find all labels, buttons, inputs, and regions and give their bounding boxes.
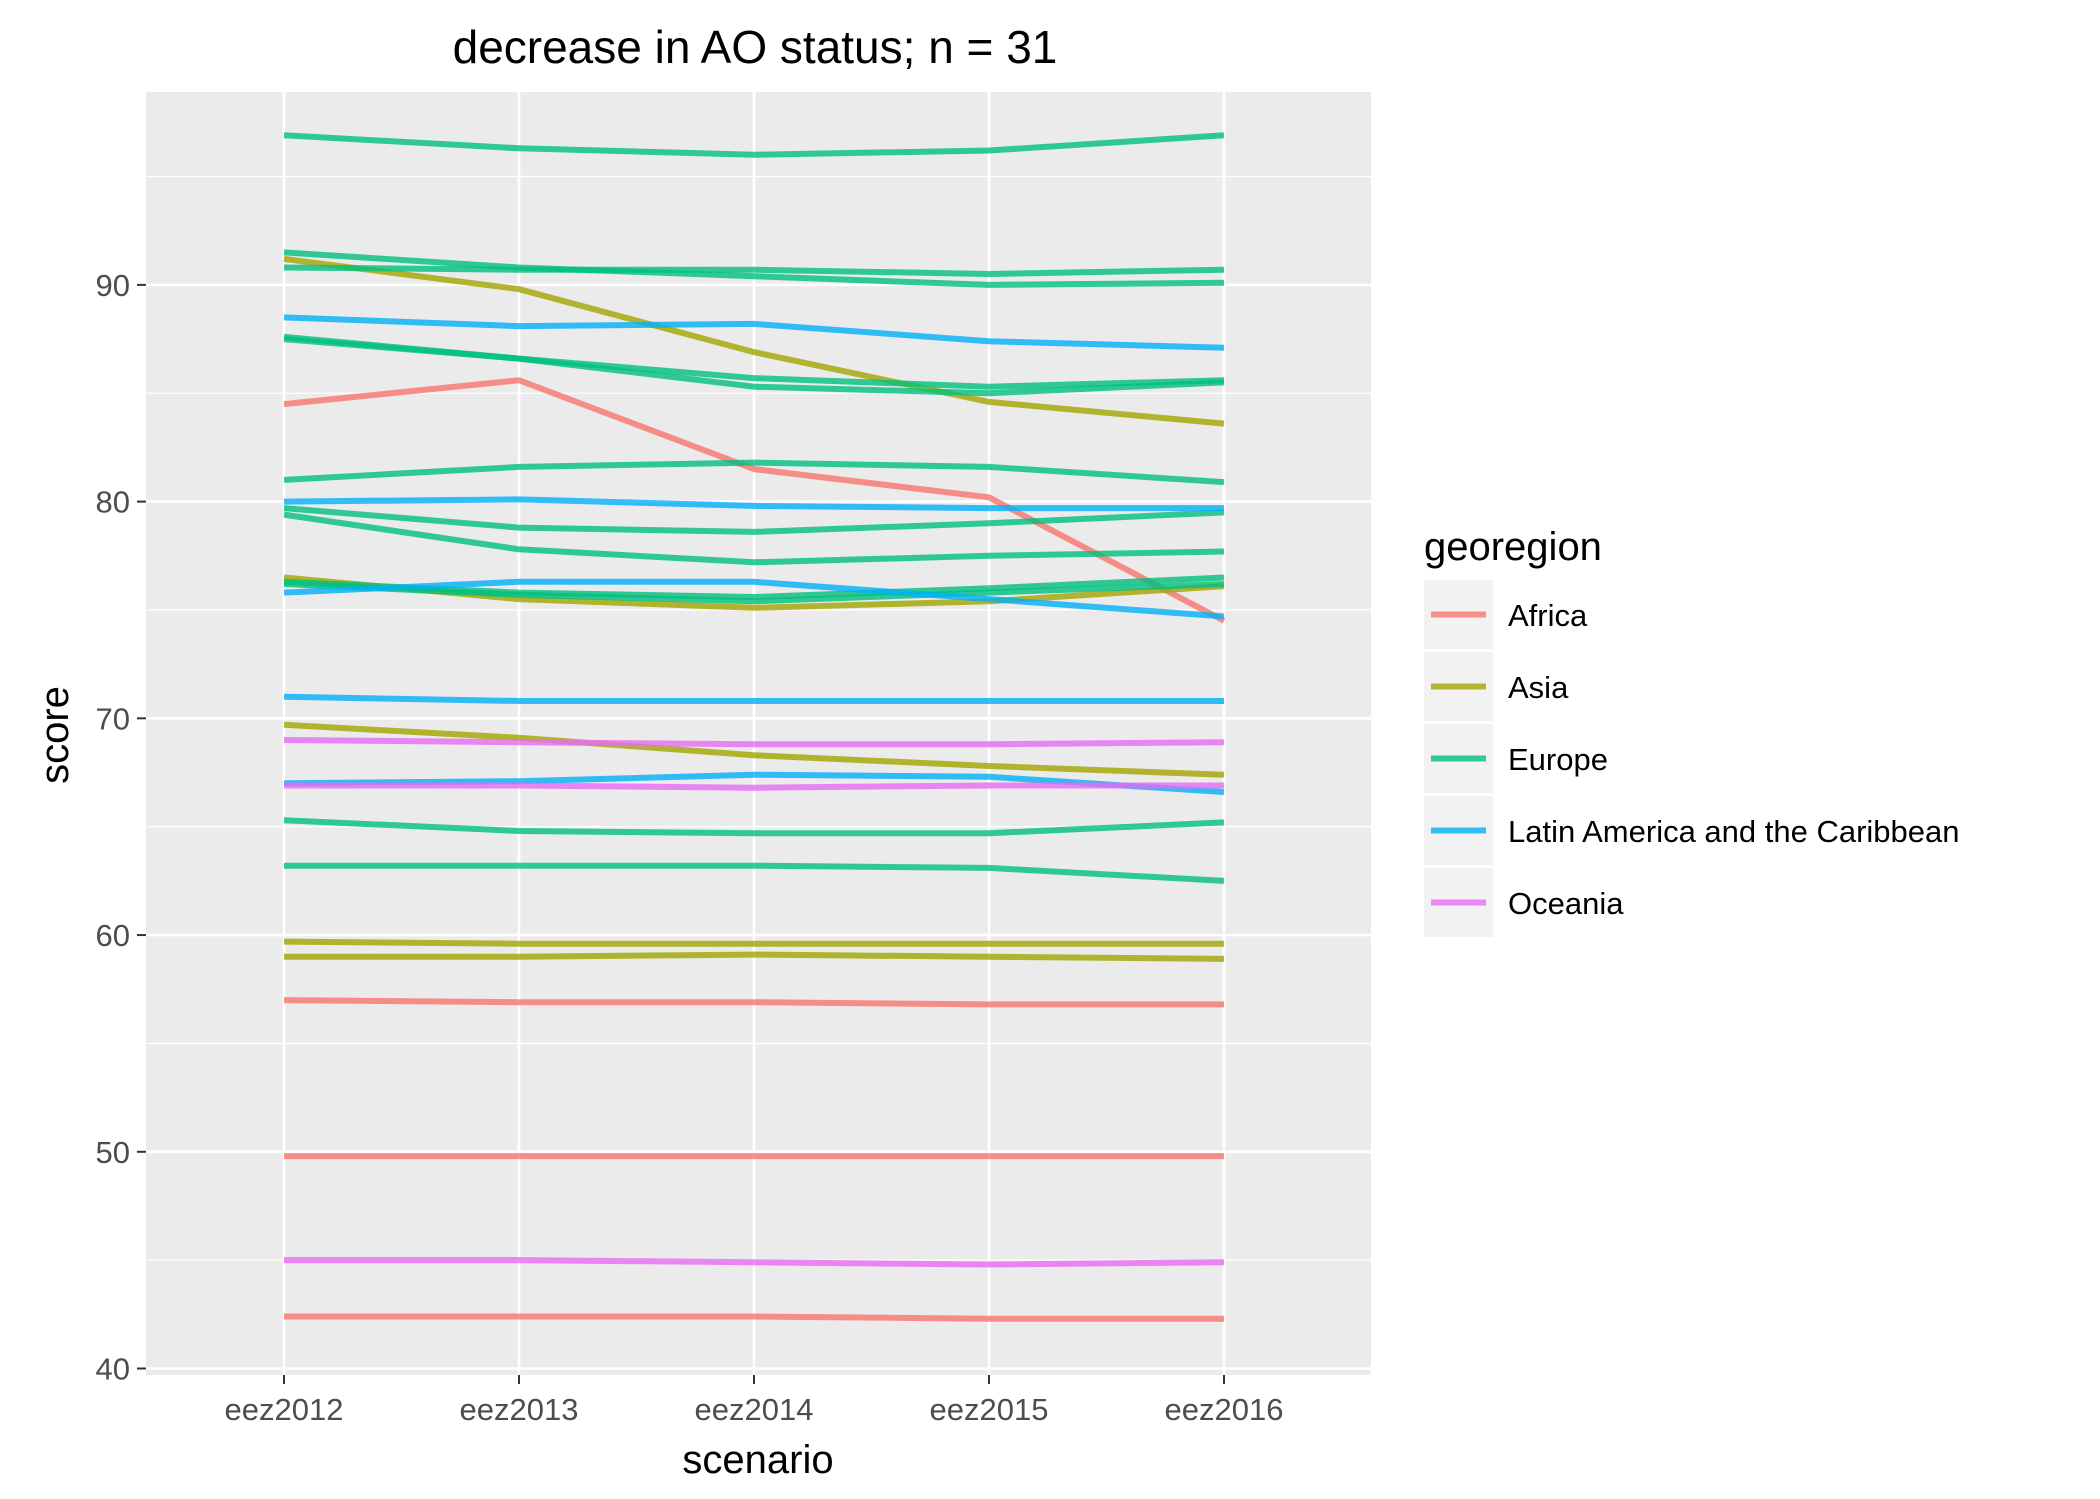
legend: georegion Africa Asia Europe Latin America … (1424, 525, 1960, 937)
x-tick-label: eez2012 (225, 1392, 344, 1427)
series-line (283, 264, 1225, 277)
y-axis: 40 50 60 70 80 90 (96, 268, 146, 1386)
series-line (283, 377, 1226, 624)
series-line (283, 314, 1225, 351)
series-line (283, 771, 1225, 795)
series-line (284, 1257, 1225, 1268)
series-line (283, 578, 1225, 620)
legend-label: Europe (1508, 742, 1608, 777)
series-line (283, 721, 1225, 778)
legend-label: Oceania (1508, 886, 1624, 921)
y-axis-title: score (33, 686, 77, 784)
legend-label: Asia (1508, 670, 1569, 705)
y-tick-label: 40 (96, 1351, 130, 1386)
chart-title: decrease in AO status; n = 31 (453, 21, 1058, 73)
series-line (283, 511, 1225, 566)
series-lines (283, 132, 1226, 1322)
series-line (283, 255, 1225, 427)
series-line (283, 496, 1224, 512)
series-line (283, 336, 1225, 397)
x-axis-title: scenario (682, 1438, 833, 1482)
y-tick-label: 80 (96, 485, 130, 520)
series-line (283, 737, 1225, 748)
y-tick-label: 90 (96, 268, 130, 303)
legend-label: Africa (1508, 598, 1588, 633)
x-tick-label: eez2016 (1165, 1392, 1284, 1427)
y-tick-label: 50 (96, 1135, 130, 1170)
series-line (283, 938, 1224, 947)
x-tick-label: eez2013 (460, 1392, 579, 1427)
x-tick-label: eez2014 (695, 1392, 814, 1427)
plot-panel (146, 92, 1371, 1375)
series-line (284, 862, 1225, 884)
legend-items: Africa Asia Europe Latin America and the Ca… (1424, 580, 1960, 937)
y-tick-label: 70 (96, 701, 130, 736)
series-line (283, 581, 1225, 605)
series-line (283, 817, 1225, 837)
legend-title: georegion (1424, 525, 1602, 569)
x-axis: eez2012 eez2013 eez2014 eez2015 eez2016 (225, 1375, 1284, 1427)
major-gridlines (146, 92, 1371, 1375)
series-line (284, 782, 1224, 791)
series-line (283, 459, 1225, 486)
series-line (283, 132, 1225, 158)
series-line (283, 997, 1224, 1008)
series-line (284, 951, 1225, 962)
series-line (283, 505, 1225, 535)
x-tick-label: eez2015 (930, 1392, 1049, 1427)
series-line (283, 249, 1225, 288)
series-line (283, 693, 1224, 704)
y-tick-label: 60 (96, 918, 130, 953)
legend-label: Latin America and the Caribbean (1508, 814, 1960, 849)
series-line (284, 1313, 1224, 1322)
